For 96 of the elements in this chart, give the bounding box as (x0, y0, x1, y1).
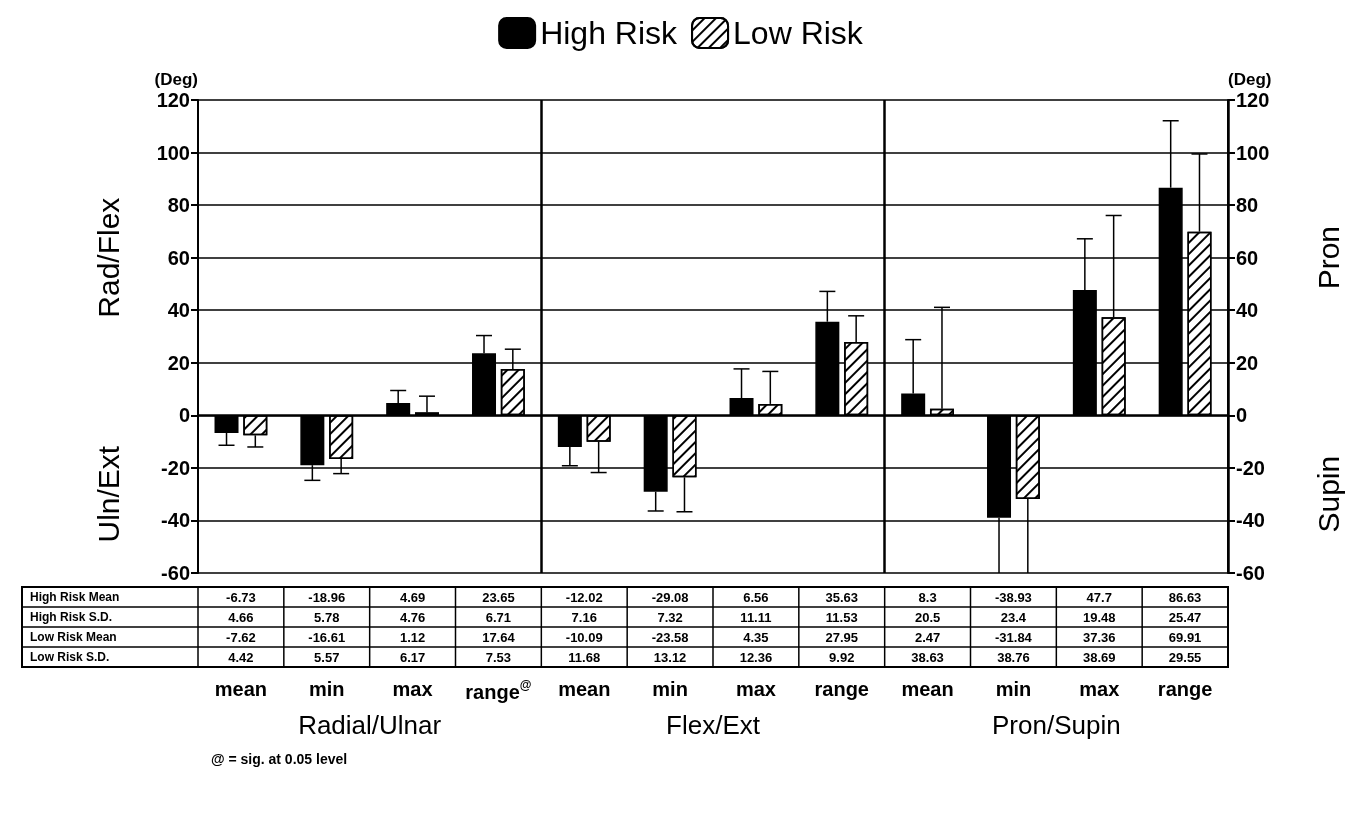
text: 25.47 (1168, 609, 1202, 625)
y-tick-label: 100 (156, 141, 190, 164)
text: Supin (1311, 455, 1345, 533)
data-label: 4.35 (743, 629, 769, 645)
y2-tick-label: 60 (1236, 246, 1259, 269)
data-label: 86.63 (1168, 589, 1202, 605)
y2-tick-label: -40 (1236, 509, 1265, 532)
y2-tick-label: 100 (1236, 141, 1270, 164)
data-label: -6.73 (226, 589, 256, 605)
data-label: 2.47 (914, 629, 941, 645)
y2-tick-label: 0 (1236, 404, 1248, 427)
data-label: 4.69 (399, 589, 426, 605)
y2-tick-label: 80 (1236, 194, 1259, 217)
x-tick-label: min (308, 678, 345, 700)
data-label: 23.65 (482, 589, 515, 605)
x-tick-label: range (814, 678, 869, 700)
y2-tick-label: 120 (1236, 89, 1270, 111)
x-tick-label: max (1079, 678, 1120, 700)
text: 7.32 (657, 609, 683, 625)
data-label: -38.93 (994, 589, 1032, 605)
x-tick-label: min (652, 678, 688, 700)
text: Flex/Ext (666, 710, 761, 740)
data-label: 8.3 (918, 589, 937, 605)
text: 6.17 (399, 649, 426, 665)
text: 38.76 (997, 649, 1030, 665)
text: 13.12 (653, 649, 687, 665)
y-tick-label: -40 (161, 509, 190, 532)
text: Low Risk Mean (30, 630, 117, 644)
x-tick-label: mean (214, 678, 268, 700)
x-tick-label: max (392, 678, 433, 700)
data-label: 47.7 (1086, 589, 1112, 605)
text: 7.16 (571, 609, 597, 625)
data-label: -23.58 (651, 629, 689, 645)
y-tick-label: -60 (161, 562, 190, 584)
legend-label: High Risk (540, 15, 679, 51)
data-label: -12.02 (565, 589, 603, 605)
y-tick-label: -20 (161, 456, 190, 479)
y-tick-label: 120 (156, 89, 190, 111)
text: Pron/Supin (992, 710, 1121, 740)
text: 9.92 (829, 649, 855, 665)
data-label: 17.64 (482, 629, 516, 645)
text: 23.4 (1000, 609, 1027, 625)
x-tick-label: max (735, 678, 776, 700)
x-tick-label: min (995, 678, 1032, 700)
y-tick-label: 20 (167, 351, 190, 374)
y-tick-label: 60 (167, 246, 190, 269)
data-label: -29.08 (651, 589, 689, 605)
text: High Risk Mean (30, 590, 120, 604)
text: 6.71 (485, 609, 512, 625)
y2-tick-label: 40 (1236, 299, 1259, 322)
x-tick-label: range@ (465, 678, 532, 703)
text: 4.66 (228, 609, 254, 625)
x-tick-label: range (1157, 678, 1213, 700)
text: Pron (1311, 225, 1345, 290)
y2-tick-label: -60 (1236, 562, 1265, 584)
data-label: -7.62 (226, 629, 256, 645)
text: 5.78 (314, 609, 340, 625)
text: High Risk S.D. (30, 610, 113, 624)
x-tick-label: mean (558, 678, 611, 700)
text: Uln/Ext (91, 445, 125, 543)
text: Radial/Ulnar (298, 710, 442, 740)
text: 38.63 (911, 649, 944, 665)
text: @ = sig. at 0.05 level (210, 751, 348, 767)
data-label: -31.84 (994, 629, 1033, 645)
y2-axis-title: (Deg) (1228, 70, 1272, 89)
y2-tick-label: 20 (1236, 351, 1259, 374)
text: 5.57 (314, 649, 340, 665)
data-label: 37.36 (1082, 629, 1116, 645)
data-label: -10.09 (565, 629, 603, 645)
y-tick-label: 40 (167, 299, 190, 322)
data-label: 35.63 (825, 589, 859, 605)
data-label: 1.12 (399, 629, 426, 645)
y-tick-label: 0 (178, 404, 190, 427)
x-tick-label: mean (901, 678, 954, 700)
y-tick-label: 80 (167, 194, 190, 217)
text: 11.68 (568, 649, 601, 665)
y2-tick-label: -20 (1236, 456, 1265, 479)
data-label: 6.56 (743, 589, 769, 605)
data-label: -16.61 (308, 629, 346, 645)
text: Rad/Flex (91, 197, 125, 318)
text: Low Risk S.D. (30, 650, 110, 664)
text: 19.48 (1082, 609, 1116, 625)
legend-label: Low Risk (733, 15, 864, 51)
text: 12.36 (739, 649, 773, 665)
data-label: 27.95 (825, 629, 859, 645)
text: 11.53 (825, 609, 858, 625)
text: 11.11 (740, 609, 772, 625)
text: 38.69 (1082, 649, 1116, 665)
text: 7.53 (485, 649, 512, 665)
text: 29.55 (1168, 649, 1202, 665)
data-label: 69.91 (1168, 629, 1202, 645)
data-label: -18.96 (308, 589, 346, 605)
text: 4.42 (228, 649, 254, 665)
text: 20.5 (914, 609, 941, 625)
text: 4.76 (399, 609, 426, 625)
y-axis-title: (Deg) (154, 70, 198, 89)
